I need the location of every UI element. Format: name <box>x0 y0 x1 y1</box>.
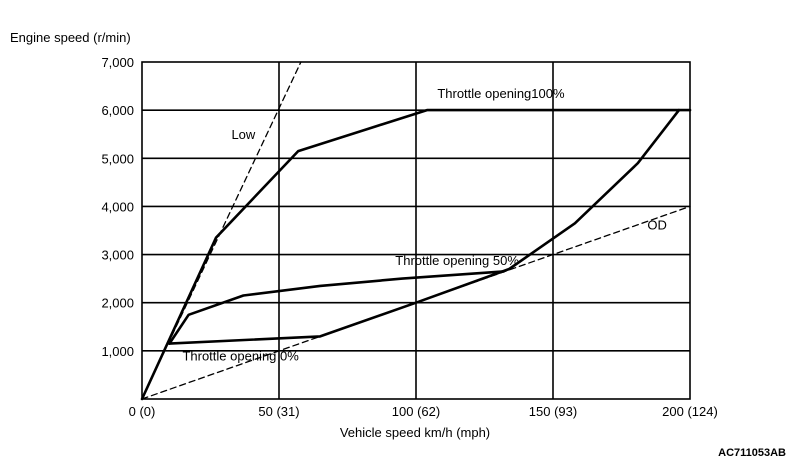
y-tick-label: 1,000 <box>101 344 134 359</box>
series-line-throttle-opening-0 <box>168 108 681 345</box>
y-tick-label: 6,000 <box>101 103 134 118</box>
y-tick-label: 3,000 <box>101 248 134 263</box>
annotation-throttle-opening-50: Throttle opening 50% <box>395 253 519 268</box>
y-tick-label: 4,000 <box>101 199 134 214</box>
figure-reference: AC711053AB <box>718 447 786 459</box>
x-tick-label: 150 (93) <box>529 404 577 419</box>
x-tick-label: 50 (31) <box>258 404 299 419</box>
series-line-throttle-opening50 <box>168 270 506 345</box>
x-tick-label: 0 (0) <box>129 404 156 419</box>
series-lines <box>140 61 692 401</box>
annotation-throttle-opening-0: Throttle opening 0% <box>182 348 299 363</box>
series-line-throttle-opening100 <box>140 108 692 401</box>
y-tick-label: 2,000 <box>101 296 134 311</box>
annotation-throttle-opening100: Throttle opening100% <box>437 86 565 101</box>
x-tick-label: 200 (124) <box>662 404 718 419</box>
y-axis-label: Engine speed (r/min) <box>10 30 131 45</box>
x-tick-label: 100 (62) <box>392 404 440 419</box>
chart-labels: Engine speed (r/min) Vehicle speed km/h … <box>10 30 786 459</box>
annotation-low: Low <box>231 127 255 142</box>
y-tick-label: 5,000 <box>101 151 134 166</box>
annotation-od: OD <box>647 218 667 233</box>
x-axis-label: Vehicle speed km/h (mph) <box>340 425 490 440</box>
y-tick-label: 7,000 <box>101 55 134 70</box>
